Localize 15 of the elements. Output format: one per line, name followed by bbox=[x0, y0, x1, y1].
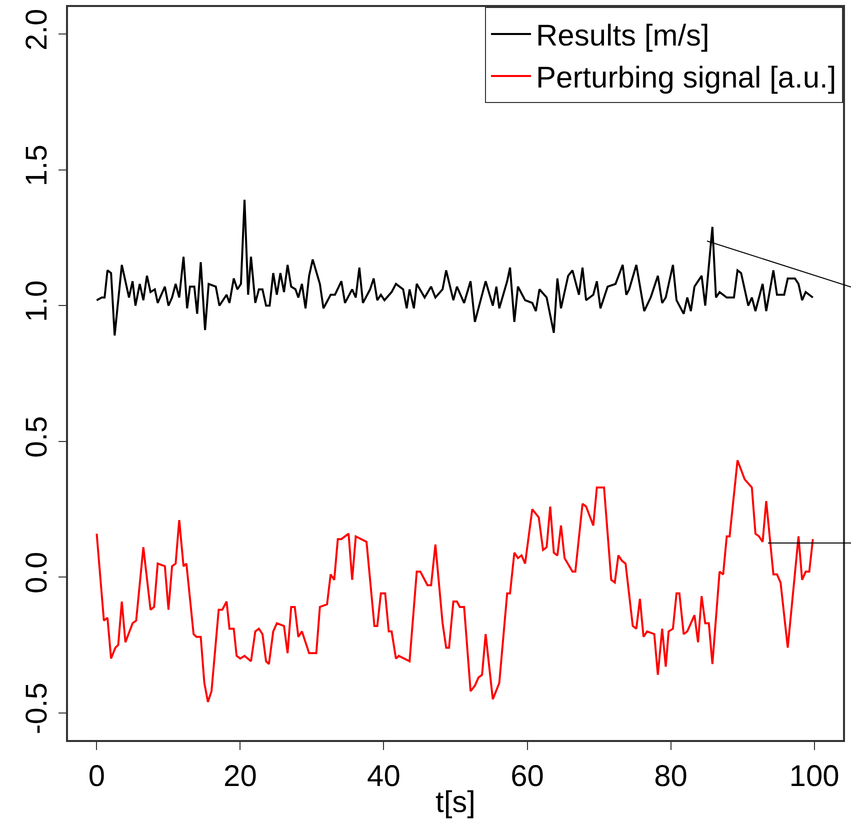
x-tick-label: 20 bbox=[224, 760, 257, 793]
y-tick-label: 1.0 bbox=[20, 280, 54, 322]
legend-label: Perturbing signal [a.u.] bbox=[536, 62, 836, 95]
x-tick-label: 40 bbox=[367, 760, 400, 793]
legend-label: Results [m/s] bbox=[536, 20, 710, 53]
x-tick-label: 60 bbox=[510, 760, 544, 793]
x-tick-label: 0 bbox=[88, 760, 106, 793]
y-tick-label: 2.0 bbox=[20, 8, 54, 51]
y-tick-label: 1.5 bbox=[20, 144, 54, 186]
y-tick-label: 0.5 bbox=[20, 416, 54, 458]
y-tick-label: 0.0 bbox=[20, 552, 54, 594]
x-tick-label: 80 bbox=[654, 760, 688, 793]
x-tick-label: 100 bbox=[789, 760, 840, 793]
y-tick-label: -0.5 bbox=[20, 682, 54, 734]
x-axis-title: t[s] bbox=[435, 786, 476, 819]
